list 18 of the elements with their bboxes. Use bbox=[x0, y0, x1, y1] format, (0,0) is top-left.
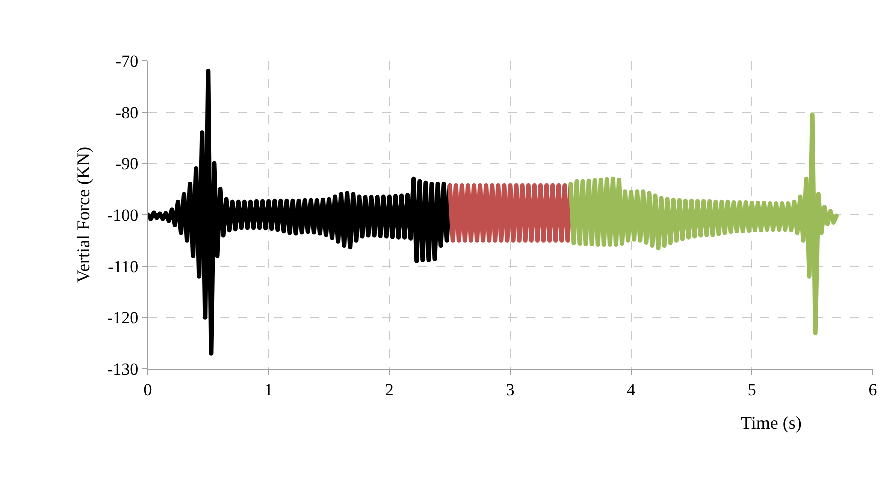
y-axis-title: Vertial Force (KN) bbox=[74, 147, 94, 283]
y-tick-label: -100 bbox=[107, 206, 139, 225]
y-tick-label: -120 bbox=[107, 308, 139, 328]
y-tick-label: -90 bbox=[116, 154, 139, 174]
y-tick-label: -130 bbox=[107, 360, 139, 379]
x-tick-label: 5 bbox=[748, 380, 756, 400]
x-tick-label: 4 bbox=[627, 380, 636, 400]
line-series bbox=[568, 112, 839, 336]
y-tick-label: -110 bbox=[108, 257, 139, 276]
y-tick-label: -80 bbox=[116, 103, 139, 122]
y-tick-label: -70 bbox=[116, 52, 139, 71]
line-series bbox=[148, 69, 452, 356]
x-axis-title: Time (s) bbox=[741, 413, 802, 433]
x-tick-label: 3 bbox=[506, 380, 515, 400]
x-tick-label: 2 bbox=[385, 380, 394, 400]
x-tick-label: 1 bbox=[264, 380, 274, 400]
x-tick-label: 6 bbox=[868, 380, 878, 400]
x-tick-label: 0 bbox=[144, 380, 152, 400]
